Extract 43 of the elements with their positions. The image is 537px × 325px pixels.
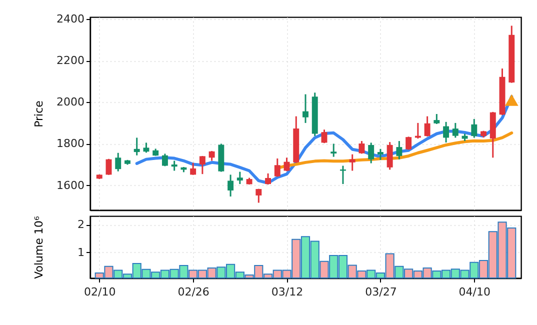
candlestick — [358, 140, 365, 154]
y-tick-label: 2200 — [56, 54, 84, 68]
candlestick — [208, 150, 215, 162]
candlestick — [256, 188, 262, 204]
candlestick — [162, 152, 168, 167]
candlestick — [386, 141, 393, 170]
candlestick — [424, 116, 430, 138]
candlestick — [190, 162, 196, 176]
x-tick-label: 03/12 — [271, 286, 304, 298]
candlestick — [396, 140, 402, 160]
candlestick — [443, 121, 450, 144]
candlestick — [302, 94, 308, 124]
candlestick — [452, 122, 458, 138]
candlestick — [228, 174, 234, 198]
y-tick-label: 1 — [78, 246, 84, 259]
x-tick-label: 02/10 — [84, 286, 116, 298]
candlestick — [471, 118, 478, 138]
x-tick-label: 04/10 — [458, 286, 491, 298]
candlestick — [171, 160, 178, 172]
y-tick-label: 2400 — [56, 12, 84, 26]
candlestick — [274, 158, 280, 178]
candlestick — [134, 136, 140, 156]
x-tick-label: 03/27 — [365, 286, 397, 298]
candlestick — [377, 148, 384, 161]
candlestick — [330, 142, 337, 158]
candlestick — [115, 152, 122, 172]
candlestick — [106, 158, 112, 176]
candlestick — [321, 128, 328, 144]
candlestick — [199, 155, 206, 175]
y-axis-title: Volume 10⁶ — [32, 216, 46, 279]
candlestick — [434, 113, 440, 125]
candlestick — [349, 154, 356, 172]
candlestick — [265, 172, 272, 186]
y-tick-label: 1600 — [56, 178, 84, 192]
candlestick — [368, 142, 374, 164]
y-tick-label: 2 — [78, 218, 84, 232]
y-axis-title: Price — [32, 100, 46, 128]
y-tick-label: 1800 — [56, 137, 84, 150]
candlestick — [236, 171, 243, 185]
candlestick — [406, 136, 412, 150]
candlestick — [143, 142, 150, 154]
y-tick-label: 2000 — [56, 96, 84, 109]
x-tick-label: 02/26 — [178, 286, 210, 298]
